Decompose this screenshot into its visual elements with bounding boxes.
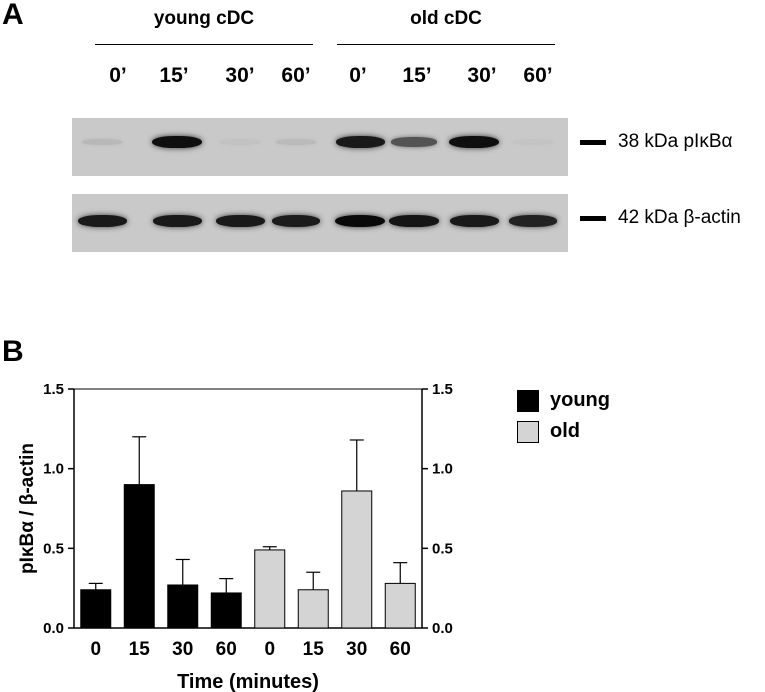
legend-swatch-old [517,421,539,443]
panel-b-label: B [2,335,24,368]
western-blot-actin [72,194,568,252]
blot-band [391,137,437,147]
x-tick-label: 15 [129,639,151,660]
lane-label: 30’ [225,64,255,87]
legend-label-old: old [550,420,580,442]
bar-young-15 [123,484,155,629]
y-tick-label-left: 0.0 [43,620,64,637]
lane-label: 60’ [281,64,311,87]
lane-label: 0’ [109,64,127,87]
panel-a-label: A [2,0,24,31]
lane-label: 15’ [159,64,189,87]
blot-band [275,139,317,145]
x-tick-label: 60 [390,639,411,660]
blot-band [81,139,123,145]
x-tick-label: 0 [264,639,275,660]
group-underline-old [337,44,555,45]
bar-old-15 [297,589,329,629]
lane-label: 30’ [467,64,497,87]
bar-old-30 [341,490,373,629]
y-tick-label-left: 0.5 [43,540,64,557]
marker-tick [580,216,606,221]
marker-tick [580,140,606,145]
blot-band [219,139,261,145]
y-tick-label-right: 0.5 [432,540,453,557]
bar-young-0 [80,589,112,629]
blot-band [508,215,558,227]
blot-band [335,135,385,149]
blot-band [449,135,499,149]
y-tick-label-right: 1.5 [432,381,453,398]
x-tick-label: 60 [216,639,237,660]
western-blot-pikba [72,118,568,176]
bar-old-0 [254,549,286,629]
blot-band [512,139,554,145]
blot-band [335,214,385,228]
blot-band [152,135,202,149]
x-tick-label: 30 [346,639,367,660]
legend-swatch-young [517,390,539,412]
marker-label-actin: 42 kDa β-actin [618,207,741,228]
blot-band [77,214,127,228]
bar-young-60 [210,592,242,629]
x-tick-label: 30 [172,639,193,660]
y-tick-label-left: 1.5 [43,381,64,398]
blot-band [449,214,499,228]
bar-young-30 [167,584,199,629]
lane-label: 0’ [349,64,367,87]
x-tick-label: 15 [303,639,325,660]
y-tick-label-right: 0.0 [432,620,453,637]
marker-label-pikba: 38 kDa pIκBα [618,131,733,152]
blot-band [389,214,439,228]
group-label-young: young cDC [153,8,255,29]
x-tick-label: 0 [90,639,101,660]
blot-band [271,214,321,227]
group-underline-young [95,44,313,45]
legend-label-young: young [550,389,610,411]
x-axis-title: Time (minutes) [177,671,319,692]
lane-label: 60’ [523,64,553,87]
y-axis-title: pIκBα / β-actin [17,443,38,574]
lane-label: 15’ [402,64,432,87]
y-tick-label-left: 1.0 [43,461,64,478]
y-tick-label-right: 1.0 [432,461,453,478]
blot-band [215,214,265,228]
blot-band [152,214,202,228]
group-label-old: old cDC [410,8,482,29]
bar-old-60 [384,582,416,629]
